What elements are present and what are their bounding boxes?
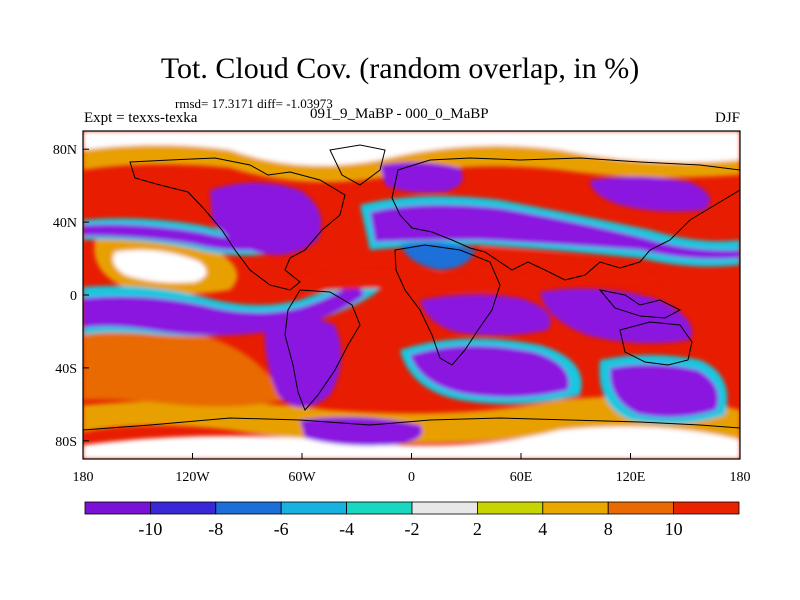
coastline-australia — [619, 321, 693, 366]
colorbar-swatch — [84, 501, 151, 515]
colorbar-swatch — [280, 501, 348, 515]
colorbar-swatch — [149, 501, 217, 515]
field-high-streak-asia — [480, 248, 660, 287]
x-tick-label: 60W — [288, 470, 316, 485]
plot-title: Tot. Cloud Cov. (random overlap, in %) — [160, 52, 640, 85]
coastline-eurasia — [391, 157, 740, 281]
experiment-label: Expt = texxs-texka — [84, 110, 198, 126]
y-tick-label: 40N — [53, 216, 77, 231]
field-low-north-pacific — [83, 224, 292, 251]
field-low-siberia — [590, 176, 710, 212]
colorbar-swatch — [542, 501, 609, 515]
season-label: DJF — [714, 110, 740, 126]
rmsd-diff-stats: rmsd= 17.3171 diff= -1.03973 — [175, 96, 333, 111]
field-low-indian-ocean — [540, 288, 692, 344]
colorbar-label: 8 — [604, 519, 613, 539]
field-low-eurasia — [370, 204, 740, 259]
x-tick-label: 180 — [73, 470, 94, 485]
colorbar: -10 -8 -6 -4 -2 2 4 8 10 — [84, 501, 740, 539]
field-low-australia — [609, 364, 719, 418]
field-patch-southeast-pacific — [83, 326, 285, 407]
y-tick-label: 80S — [55, 435, 77, 450]
colorbar-swatch — [411, 501, 478, 515]
field-high-streak-atlantic — [290, 270, 500, 292]
colorbar-label: -8 — [208, 519, 223, 539]
coastlines — [83, 144, 740, 431]
field-low-south-atlantic — [410, 345, 570, 398]
colorbar-label: 10 — [665, 519, 683, 539]
y-tick-label: 40S — [55, 362, 77, 377]
y-tick-label: 80N — [53, 143, 77, 158]
field-low-africa-tropic — [420, 294, 551, 336]
coastline-maritime-continent — [598, 289, 682, 319]
colorbar-label: -6 — [274, 519, 289, 539]
colorbar-label: 2 — [473, 519, 482, 539]
field-low-arctic-sea — [380, 162, 463, 193]
colorbar-label: -2 — [405, 519, 420, 539]
field-low-south-america — [264, 315, 342, 408]
colorbar-swatch — [607, 501, 675, 515]
colorbar-swatch — [476, 501, 544, 515]
y-tick-label: 0 — [70, 289, 77, 304]
x-tick-label: 0 — [408, 470, 415, 485]
x-axis: 180 120W 60W 0 60E 120E 180 — [73, 453, 751, 485]
coastline-antarctica — [83, 417, 740, 431]
field-patch-north-pacific-white — [112, 249, 207, 283]
coastline-greenland — [329, 144, 386, 186]
x-tick-label: 120E — [616, 470, 646, 485]
field-low-southern-ocean — [300, 416, 423, 446]
colorbar-swatch — [673, 501, 740, 515]
coastline-north-america — [129, 157, 346, 291]
period-label: 091_9_MaBP - 000_0_MaBP — [310, 106, 489, 122]
field-low-north-america — [210, 182, 322, 256]
field-band-south-white — [83, 426, 740, 459]
x-tick-label: 120W — [175, 470, 210, 485]
colorbar-swatch — [215, 501, 282, 515]
coastline-south-america — [284, 289, 361, 411]
colorbar-label: 4 — [538, 519, 547, 539]
x-tick-label: 180 — [730, 470, 751, 485]
field-band-north-white — [83, 131, 740, 166]
colorbar-swatch — [346, 501, 413, 515]
coastline-africa — [394, 244, 501, 366]
colorbar-label: -4 — [339, 519, 354, 539]
y-axis: 80N 40N 0 40S 80S — [53, 143, 89, 450]
colorbar-label: -10 — [138, 519, 162, 539]
map-panel — [83, 131, 740, 459]
x-tick-label: 60E — [510, 470, 533, 485]
